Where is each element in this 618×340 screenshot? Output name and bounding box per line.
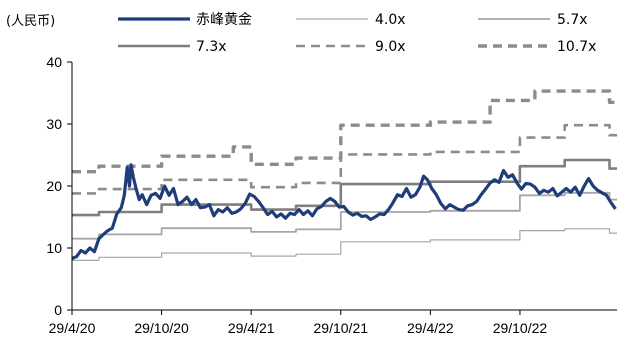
legend-item: 9.0x [296,39,406,55]
series-line-7.3x [72,158,617,217]
series-line-9.0x [72,123,617,195]
legend-item: 4.0x [296,12,406,28]
legend-item: 10.7x [478,39,596,55]
y-axis-unit-label: (人民币) [6,14,56,29]
legend-label: 赤峰黄金 [196,11,252,28]
x-tick-label: 29/4/22 [407,320,454,336]
legend-item: 7.3x [118,39,227,55]
series-line-10.7x [72,89,617,174]
legend: 赤峰黄金 4.0x 5.7x 7.3x 9.0x 10.7x [118,11,596,55]
x-tick-label: 29/4/21 [228,320,275,336]
legend-label: 5.7x [557,12,588,28]
series-line-5.7x [72,191,617,240]
x-tick-label: 29/10/21 [314,320,369,336]
legend-label: 7.3x [196,39,227,55]
x-tick-label: 29/10/20 [134,320,189,336]
y-tick-label: 0 [54,302,62,318]
legend-item: 5.7x [478,12,588,28]
series-line-4.0x [72,228,617,261]
x-tick-label: 29/4/20 [49,320,96,336]
y-tick-label: 20 [46,178,62,194]
legend-item: 赤峰黄金 [118,11,252,28]
legend-label: 4.0x [375,12,406,28]
axes-layer: 0 10 20 30 40 29/4/20 29/10/20 29/4/21 29/10/21 2… [46,54,617,336]
legend-label: 9.0x [375,39,406,55]
y-tick-label: 30 [46,116,62,132]
y-tick-label: 40 [46,54,62,70]
y-tick-label: 10 [46,240,62,256]
series-line-赤峰黄金 [71,163,617,260]
series-layer [71,89,617,261]
x-tick-label: 29/10/22 [493,320,548,336]
legend-label: 10.7x [557,39,596,55]
